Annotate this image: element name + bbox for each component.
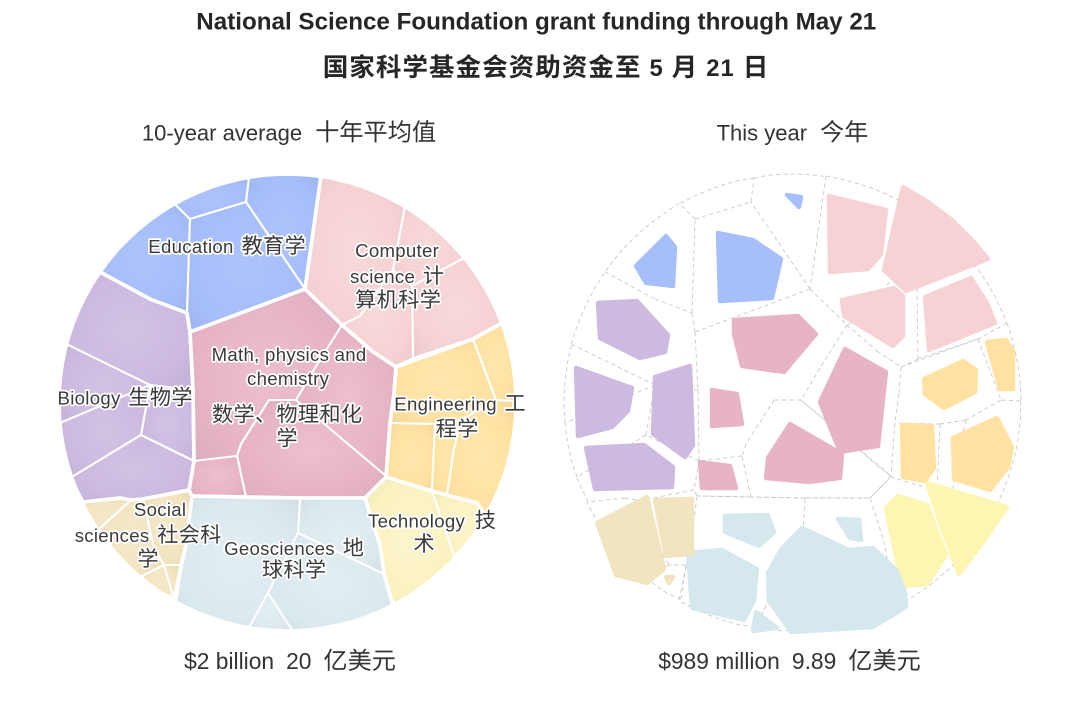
svg-text:chemistry: chemistry xyxy=(247,368,330,389)
svg-text:This year: This year xyxy=(717,121,807,146)
svg-text:$2 billion: $2 billion xyxy=(184,648,274,674)
svg-text:$989 million: $989 million xyxy=(658,648,780,674)
svg-text:National Science Foundation gr: National Science Foundation grant fundin… xyxy=(196,9,876,36)
svg-text:21: 21 xyxy=(706,55,735,82)
svg-text:5: 5 xyxy=(650,55,664,82)
svg-text:10-year average: 10-year average xyxy=(142,121,302,146)
svg-text:Biology: Biology xyxy=(58,388,121,409)
svg-text:Math, physics and: Math, physics and xyxy=(212,344,367,365)
svg-text:Technology: Technology xyxy=(368,511,465,532)
svg-text:Computer: Computer xyxy=(355,240,439,261)
svg-text:Social: Social xyxy=(134,499,186,520)
svg-text:Engineering: Engineering xyxy=(394,394,497,415)
svg-text:20: 20 xyxy=(286,648,311,674)
svg-text:9.89: 9.89 xyxy=(792,648,836,674)
svg-text:Education: Education xyxy=(148,236,233,257)
svg-text:Geosciences: Geosciences xyxy=(224,538,335,559)
svg-text:sciences: sciences xyxy=(75,525,150,546)
svg-text:science: science xyxy=(350,266,415,287)
